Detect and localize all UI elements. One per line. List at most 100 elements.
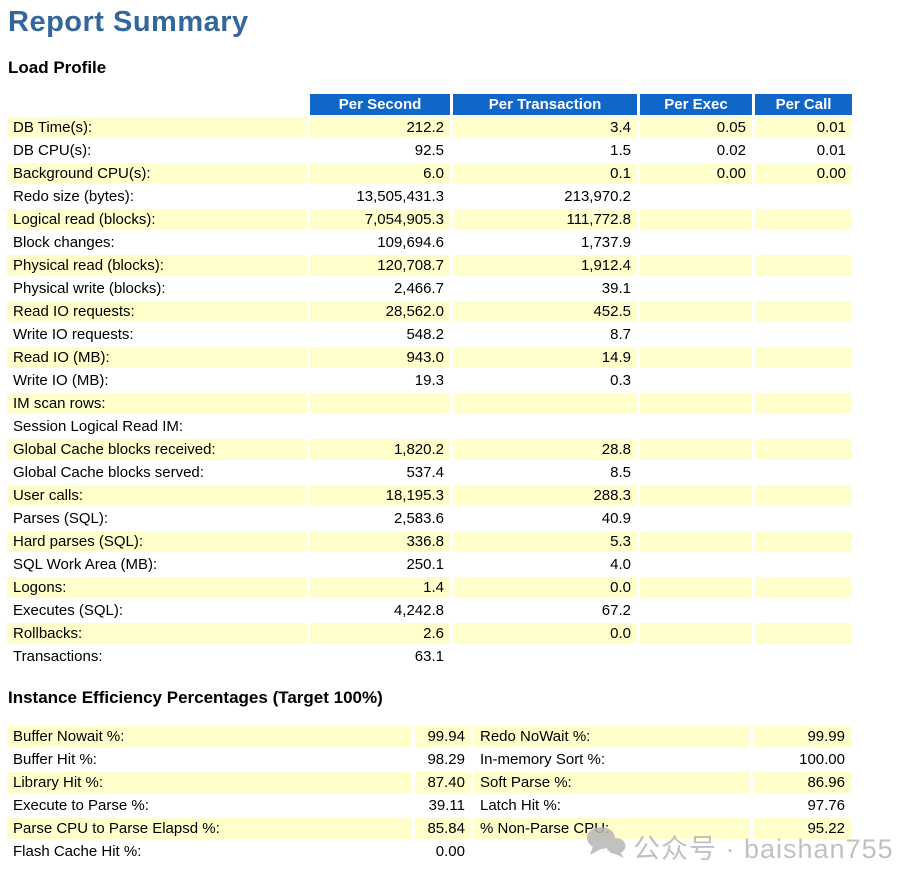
- efficiency-value: 100.00: [753, 749, 851, 770]
- table-row: User calls: 18,195.3 288.3: [7, 485, 852, 506]
- per-transaction-value: 67.2: [453, 600, 637, 621]
- metric-label: Hard parses (SQL):: [7, 531, 307, 552]
- metric-label: Global Cache blocks received:: [7, 439, 307, 460]
- per-transaction-value: 213,970.2: [453, 186, 637, 207]
- per-call-value: [755, 347, 852, 368]
- metric-label: Rollbacks:: [7, 623, 307, 644]
- per-exec-value: [640, 324, 752, 345]
- efficiency-value: 99.99: [753, 726, 851, 747]
- per-call-value: [755, 646, 852, 667]
- per-transaction-value: 3.4: [453, 117, 637, 138]
- load-profile-heading: Load Profile: [8, 58, 107, 77]
- efficiency-label: Parse CPU to Parse Elapsd %:: [7, 818, 412, 839]
- column-header: Per Second: [310, 94, 450, 115]
- metric-label: Background CPU(s):: [7, 163, 307, 184]
- per-exec-value: [640, 439, 752, 460]
- per-second-value: 28,562.0: [310, 301, 450, 322]
- per-exec-value: [640, 209, 752, 230]
- per-call-value: 0.01: [755, 140, 852, 161]
- per-transaction-value: 4.0: [453, 554, 637, 575]
- per-second-value: 4,242.8: [310, 600, 450, 621]
- table-row: Executes (SQL): 4,242.8 67.2: [7, 600, 852, 621]
- per-transaction-value: 0.3: [453, 370, 637, 391]
- per-transaction-value: 1,737.9: [453, 232, 637, 253]
- per-call-value: [755, 232, 852, 253]
- efficiency-value: 98.29: [415, 749, 471, 770]
- per-second-value: 92.5: [310, 140, 450, 161]
- table-row: Parse CPU to Parse Elapsd %: 85.84% Non-P…: [7, 818, 851, 839]
- efficiency-value: 39.11: [415, 795, 471, 816]
- per-exec-value: [640, 186, 752, 207]
- column-header: Per Call: [755, 94, 852, 115]
- per-second-value: 336.8: [310, 531, 450, 552]
- table-row: Rollbacks: 2.6 0.0: [7, 623, 852, 644]
- table-row: Parses (SQL): 2,583.6 40.9: [7, 508, 852, 529]
- per-transaction-value: 288.3: [453, 485, 637, 506]
- efficiency-label: Flash Cache Hit %:: [7, 841, 412, 862]
- per-call-value: 0.00: [755, 163, 852, 184]
- efficiency-value: [753, 841, 851, 862]
- per-second-value: 7,054,905.3: [310, 209, 450, 230]
- per-exec-value: [640, 278, 752, 299]
- per-transaction-value: 28.8: [453, 439, 637, 460]
- per-second-value: 6.0: [310, 163, 450, 184]
- per-second-value: 250.1: [310, 554, 450, 575]
- per-exec-value: [640, 301, 752, 322]
- column-header: Per Exec: [640, 94, 752, 115]
- per-call-value: [755, 462, 852, 483]
- per-second-value: 19.3: [310, 370, 450, 391]
- table-row: Redo size (bytes): 13,505,431.3 213,970.2: [7, 186, 852, 207]
- efficiency-label: % Non-Parse CPU:: [474, 818, 750, 839]
- per-second-value: 943.0: [310, 347, 450, 368]
- table-row: Library Hit %: 87.40 Soft Parse %: 86.96: [7, 772, 851, 793]
- per-transaction-value: 0.0: [453, 577, 637, 598]
- efficiency-value: 86.96: [753, 772, 851, 793]
- metric-label: Physical write (blocks):: [7, 278, 307, 299]
- metric-label: DB Time(s):: [7, 117, 307, 138]
- per-transaction-value: [453, 416, 637, 437]
- per-exec-value: [640, 508, 752, 529]
- column-header: Per Transaction: [453, 94, 637, 115]
- table-row: Transactions: 63.1: [7, 646, 852, 667]
- per-transaction-value: 8.5: [453, 462, 637, 483]
- metric-label: User calls:: [7, 485, 307, 506]
- table-row: Write IO requests: 548.2 8.7: [7, 324, 852, 345]
- load-profile-table: Per Second Per Transaction Per Exec Per Cal…: [4, 92, 855, 669]
- per-call-value: [755, 416, 852, 437]
- per-transaction-value: 1.5: [453, 140, 637, 161]
- per-transaction-value: 39.1: [453, 278, 637, 299]
- per-exec-value: [640, 255, 752, 276]
- per-exec-value: 0.05: [640, 117, 752, 138]
- efficiency-label: Buffer Hit %:: [7, 749, 412, 770]
- metric-label: Session Logical Read IM:: [7, 416, 307, 437]
- per-transaction-value: [453, 393, 637, 414]
- metric-label: Write IO (MB):: [7, 370, 307, 391]
- table-row: Flash Cache Hit %: 0.00: [7, 841, 851, 862]
- per-exec-value: [640, 531, 752, 552]
- efficiency-label: Library Hit %:: [7, 772, 412, 793]
- per-transaction-value: 0.0: [453, 623, 637, 644]
- metric-label: Parses (SQL):: [7, 508, 307, 529]
- per-transaction-value: 14.9: [453, 347, 637, 368]
- per-exec-value: [640, 577, 752, 598]
- instance-efficiency-heading: Instance Efficiency Percentages (Target …: [8, 688, 383, 707]
- per-exec-value: [640, 232, 752, 253]
- efficiency-label: Buffer Nowait %:: [7, 726, 412, 747]
- metric-label: Write IO requests:: [7, 324, 307, 345]
- per-transaction-value: 5.3: [453, 531, 637, 552]
- per-exec-value: [640, 393, 752, 414]
- per-call-value: [755, 554, 852, 575]
- metric-label: Logons:: [7, 577, 307, 598]
- metric-label: SQL Work Area (MB):: [7, 554, 307, 575]
- metric-label: Global Cache blocks served:: [7, 462, 307, 483]
- table-row: Buffer Nowait %: 99.94 Redo NoWait %: 99.99: [7, 726, 851, 747]
- per-second-value: 1.4: [310, 577, 450, 598]
- per-second-value: [310, 416, 450, 437]
- table-row: Physical write (blocks): 2,466.7 39.1: [7, 278, 852, 299]
- per-transaction-value: 1,912.4: [453, 255, 637, 276]
- page-title: Report Summary: [8, 6, 249, 38]
- per-second-value: 548.2: [310, 324, 450, 345]
- per-call-value: [755, 324, 852, 345]
- per-transaction-value: 0.1: [453, 163, 637, 184]
- per-call-value: [755, 531, 852, 552]
